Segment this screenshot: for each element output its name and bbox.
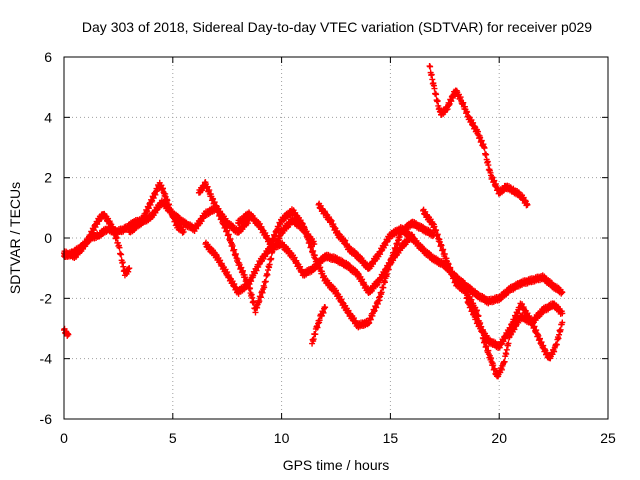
x-tick-label: 25 — [600, 430, 616, 446]
x-axis-label: GPS time / hours — [283, 457, 390, 473]
series-track-h — [315, 200, 350, 248]
x-tick-label: 5 — [169, 430, 177, 446]
y-tick-label: 4 — [44, 109, 52, 125]
series-track-m — [61, 325, 72, 339]
data-point — [505, 340, 512, 347]
data-point — [557, 326, 564, 333]
plot-frame — [63, 56, 609, 420]
series-track-f — [235, 206, 437, 331]
y-tick-label: 2 — [44, 170, 52, 186]
y-tick-label: -4 — [40, 351, 53, 367]
data-point — [116, 244, 123, 251]
series-track-b — [61, 210, 133, 279]
chart-title: Day 303 of 2018, Sidereal Day-to-day VTE… — [82, 19, 592, 35]
data-point — [310, 336, 317, 343]
x-tick-labels: 0 5 10 15 20 25 — [60, 430, 616, 446]
data-point — [118, 251, 125, 258]
data-point — [501, 358, 508, 365]
data-point — [434, 97, 441, 104]
data-point — [126, 265, 133, 272]
y-tick-label: 6 — [44, 49, 52, 65]
x-tick-label: 15 — [383, 430, 399, 446]
data-point — [268, 255, 275, 262]
data-point — [431, 85, 438, 92]
data-point — [261, 284, 268, 291]
data-point — [147, 201, 154, 208]
data-point — [266, 261, 273, 268]
data-point — [559, 319, 566, 326]
series-track-d — [195, 179, 318, 316]
y-tick-label: -2 — [40, 290, 53, 306]
y-axis-label: SDTVAR / TECUs — [7, 182, 23, 294]
data-point — [385, 266, 392, 273]
series-track-g — [309, 304, 329, 347]
data-point — [312, 331, 319, 338]
data-point — [378, 289, 385, 296]
series-track-c — [126, 197, 252, 236]
data-point — [553, 341, 560, 348]
y-tick-label: 0 — [44, 230, 52, 246]
y-tick-labels: -6 -4 -2 0 2 4 6 — [40, 49, 53, 427]
data-point — [427, 63, 434, 70]
series-track-e — [202, 231, 416, 297]
data-point — [559, 289, 566, 296]
x-tick-label: 10 — [274, 430, 290, 446]
data-point — [65, 331, 72, 338]
data-points — [61, 63, 566, 380]
data-point — [322, 304, 329, 311]
data-point — [524, 201, 531, 208]
data-point — [380, 284, 387, 291]
series-track-j — [420, 206, 566, 380]
series-track-i — [343, 224, 566, 307]
data-point — [483, 151, 490, 158]
data-point — [262, 278, 269, 285]
x-tick-label: 0 — [60, 430, 68, 446]
y-tick-label: -6 — [40, 411, 53, 427]
series-track-l — [426, 63, 531, 209]
x-tick-label: 20 — [491, 430, 507, 446]
data-point — [180, 228, 187, 235]
data-point — [433, 91, 440, 98]
series-track-k — [463, 294, 566, 362]
data-point — [559, 310, 566, 317]
data-point — [481, 144, 488, 151]
